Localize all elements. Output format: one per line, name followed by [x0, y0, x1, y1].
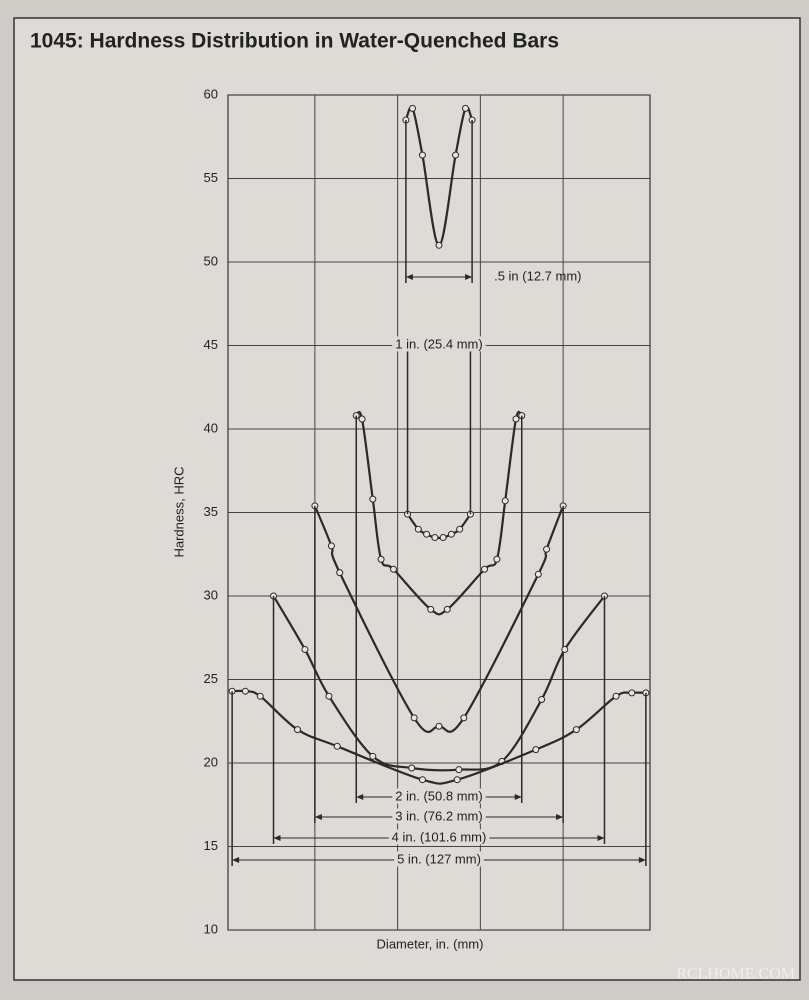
data-point	[538, 696, 546, 704]
data-point	[431, 534, 439, 542]
y-tick-label: 15	[204, 838, 218, 853]
data-point	[452, 151, 460, 159]
data-point	[612, 692, 620, 700]
data-point	[543, 545, 551, 553]
dimension-label: 5 in. (127 mm)	[397, 851, 481, 866]
data-point	[460, 714, 468, 722]
data-point	[333, 742, 341, 750]
y-tick-label: 25	[204, 671, 218, 686]
data-point	[418, 151, 426, 159]
data-point	[408, 764, 416, 772]
data-point	[418, 776, 426, 784]
data-point	[241, 687, 249, 695]
chart-title: 1045: Hardness Distribution in Water-Que…	[30, 30, 559, 53]
data-point	[325, 692, 333, 700]
data-point	[423, 530, 431, 538]
data-point	[512, 415, 520, 423]
watermark: RCLHOME.COM	[676, 966, 795, 983]
data-point	[439, 534, 447, 542]
data-point	[369, 752, 377, 760]
label-background	[394, 851, 484, 867]
dimension-label: .5 in (12.7 mm)	[494, 268, 581, 283]
data-point	[435, 722, 443, 730]
data-point	[369, 495, 377, 503]
data-point	[294, 726, 302, 734]
data-point	[377, 555, 385, 563]
data-point	[358, 415, 366, 423]
data-point	[628, 689, 636, 697]
data-point	[532, 746, 540, 754]
dimension-label: 3 in. (76.2 mm)	[395, 808, 482, 823]
data-point	[481, 565, 489, 573]
data-point	[534, 570, 542, 578]
y-tick-label: 60	[204, 86, 218, 101]
data-point	[427, 605, 435, 613]
y-tick-label: 30	[204, 587, 218, 602]
data-point	[501, 497, 509, 505]
label-background	[392, 808, 486, 824]
y-tick-label: 10	[204, 921, 218, 936]
y-tick-label: 35	[204, 504, 218, 519]
y-tick-label: 45	[204, 337, 218, 352]
hardness-curve	[355, 410, 523, 616]
dimension-label: 2 in. (50.8 mm)	[395, 788, 482, 803]
dimension-label: 1 in. (25.4 mm)	[395, 336, 482, 351]
hardness-curve	[272, 595, 606, 772]
y-axis-label: Hardness, HRC	[171, 466, 186, 557]
y-tick-label: 55	[204, 170, 218, 185]
data-point	[389, 565, 397, 573]
data-point	[301, 645, 309, 653]
data-point	[409, 104, 417, 112]
dimension-label: 4 in. (101.6 mm)	[392, 829, 487, 844]
data-point	[443, 605, 451, 613]
data-point	[336, 569, 344, 577]
data-point	[256, 692, 264, 700]
data-point	[435, 241, 443, 249]
data-point	[410, 714, 418, 722]
data-point	[461, 104, 469, 112]
label-background	[388, 829, 490, 845]
data-point	[453, 776, 461, 784]
y-tick-label: 50	[204, 253, 218, 268]
label-background	[392, 788, 486, 804]
x-axis-label: Diameter, in. (mm)	[377, 936, 484, 951]
data-point	[414, 525, 422, 533]
data-point	[455, 766, 463, 774]
data-point	[561, 645, 569, 653]
data-point	[447, 530, 455, 538]
y-tick-label: 20	[204, 754, 218, 769]
label-background	[392, 336, 486, 352]
data-point	[493, 555, 501, 563]
arrow-head	[405, 274, 473, 280]
data-point	[327, 542, 335, 550]
data-point	[572, 726, 580, 734]
y-tick-label: 40	[204, 420, 218, 435]
data-point	[456, 525, 464, 533]
